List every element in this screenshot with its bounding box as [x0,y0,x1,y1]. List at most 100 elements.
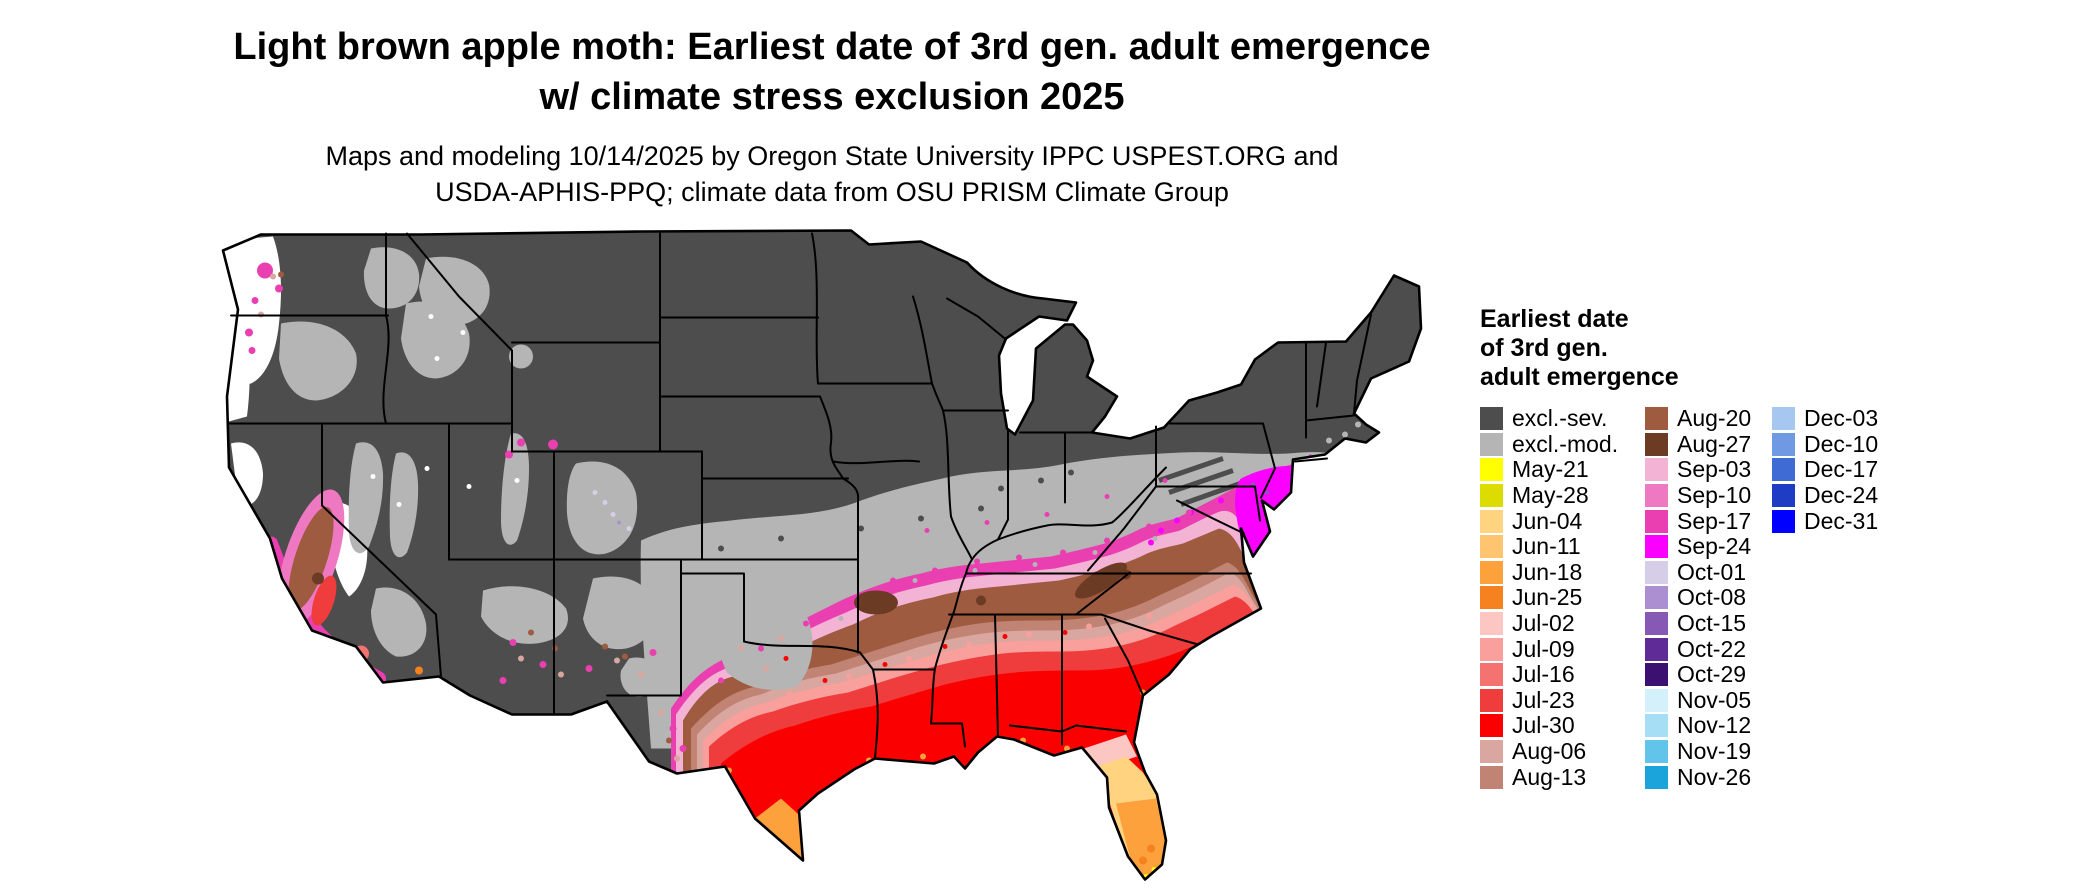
legend-label: Sep-10 [1677,482,1752,509]
south-texas-jun-18 [755,798,805,861]
legend-label: Aug-13 [1512,763,1587,790]
legend-item: Dec-24 [1772,482,1902,509]
legend-swatch [1480,765,1503,789]
legend-swatch [1645,663,1668,687]
legend-swatch [1480,458,1503,482]
legend-item: Nov-26 [1645,764,1772,790]
legend-label: Dec-03 [1804,405,1879,432]
map-title: Light brown apple moth: Earliest date of… [0,22,1664,122]
map-title-line1: Light brown apple moth: Earliest date of… [233,26,1431,68]
dark-specks-in-band [718,469,1074,552]
legend-label: Sep-24 [1677,533,1752,560]
legend-title-line3: adult emergence [1480,363,1679,391]
legend-label: Dec-17 [1804,456,1879,483]
legend-label: Jul-09 [1512,635,1575,662]
map-raster-layers [223,230,1421,880]
legend-swatch [1645,560,1668,584]
legend-swatch [1480,663,1503,687]
florida-jun-18 [1116,798,1165,879]
legend-item: Dec-03 [1772,405,1902,432]
legend-item: Jun-25 [1480,584,1645,611]
western-white-specks [370,314,520,507]
legend-swatch [1645,612,1668,636]
jul-09-specks [786,613,1152,698]
legend-title-line2: of 3rd gen. [1480,334,1608,362]
legend-swatch [1645,458,1668,482]
map-subtitle-line1: Maps and modeling 10/14/2025 by Oregon S… [325,141,1339,171]
sep-17-boundary-specks [718,478,1192,684]
map-subtitle-line2: USDA-APHIS-PPQ; climate data from OSU PR… [435,177,1229,207]
legend-label: Oct-01 [1677,558,1747,585]
legend-item: Dec-17 [1772,456,1902,483]
legend-swatch [1480,484,1503,508]
legend-label: Jun-04 [1512,507,1583,534]
legend-swatch [1772,509,1795,533]
legend-column-1: excl.-sev. excl.-mod. May-21 May-28 Jun-04 Ju… [1480,405,1645,790]
legend-label: Sep-17 [1677,507,1752,534]
legend-label: Nov-19 [1677,738,1752,765]
western-magenta-specks [245,262,687,752]
legend-label: Oct-15 [1677,610,1747,637]
legend-label: Nov-26 [1677,763,1752,790]
florida-jun-25-specks [1139,844,1155,865]
legend-title: Earliest date of 3rd gen. adult emergenc… [1480,305,2040,392]
legend-label: Jun-11 [1512,533,1581,560]
map-subtitle: Maps and modeling 10/14/2025 by Oregon S… [0,138,1664,210]
legend-item: Aug-06 [1480,738,1645,765]
legend-item: Aug-27 [1645,430,1772,458]
gray-specks-in-color-zone [778,536,1158,661]
legend-swatch [1645,714,1668,738]
texas-wedge-specks [738,635,784,672]
legend-item: Jul-23 [1480,686,1645,714]
legend-label: May-21 [1512,456,1589,483]
legend-swatch [1480,509,1503,533]
legend-label: Nov-12 [1677,712,1752,739]
legend-item: Jul-02 [1480,610,1645,637]
legend-swatch [1645,637,1668,661]
legend-label: excl.-mod. [1512,430,1619,457]
legend: Earliest date of 3rd gen. adult emergenc… [1480,305,2040,790]
legend-item: Nov-05 [1645,686,1772,714]
legend-swatch [1480,560,1503,584]
legend-item: Sep-17 [1645,508,1772,534]
oct-08-specks [617,520,621,525]
legend-label: Sep-03 [1677,456,1752,483]
legend-item: Sep-24 [1645,533,1772,560]
legend-column-3: Dec-03 Dec-10 Dec-17 Dec-24 Dec-31 [1772,405,1902,534]
legend-swatch [1645,765,1668,789]
legend-swatch [1772,458,1795,482]
legend-column-2: Aug-20 Aug-27 Sep-03 Sep-10 Sep-17 Sep-24 Oct-… [1645,405,1772,790]
legend-item: Oct-15 [1645,610,1772,637]
legend-item: Jul-09 [1480,636,1645,662]
legend-item: Oct-08 [1645,584,1772,611]
legend-label: excl.-sev. [1512,405,1608,432]
legend-swatch [1480,432,1503,456]
legend-item: excl.-sev. [1480,405,1645,432]
legend-swatch [1645,432,1668,456]
legend-label: May-28 [1512,482,1589,509]
legend-item: Oct-29 [1645,661,1772,688]
legend-item: Nov-12 [1645,712,1772,739]
legend-label: Nov-05 [1677,686,1752,713]
texas-gray-wedge [717,605,813,691]
us-map [221,226,1426,886]
us-outline [221,229,1423,881]
legend-item: Oct-01 [1645,558,1772,586]
legend-item: Jun-11 [1480,533,1645,560]
legend-item: Sep-10 [1645,482,1772,509]
legend-swatch [1645,688,1668,712]
legend-label: Jul-23 [1512,686,1575,713]
legend-label: Jul-16 [1512,661,1575,688]
legend-swatch [1480,407,1503,431]
us-choropleth-svg [221,229,1423,881]
legend-item: May-21 [1480,456,1645,483]
legend-swatch [1645,407,1668,431]
legend-label: Aug-27 [1677,430,1752,457]
legend-item: excl.-mod. [1480,430,1645,458]
header: Light brown apple moth: Earliest date of… [0,22,1664,210]
legend-swatch [1645,740,1668,764]
legend-swatch [1645,535,1668,559]
legend-label: Aug-06 [1512,738,1587,765]
legend-item: Jun-04 [1480,508,1645,534]
